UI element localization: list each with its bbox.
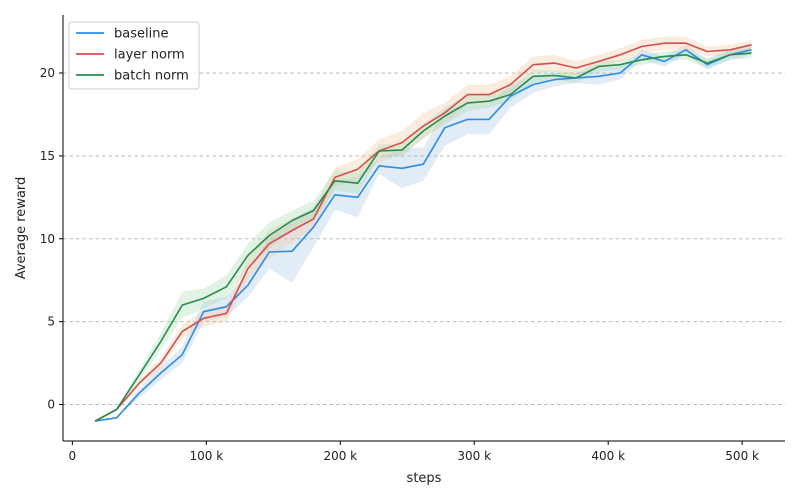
legend-label: baseline xyxy=(114,27,168,42)
x-tick-label: 500 k xyxy=(725,449,759,463)
confidence-band xyxy=(95,44,752,422)
y-axis-label: Average reward xyxy=(14,177,29,280)
x-tick-label: 100 k xyxy=(189,449,223,463)
y-tick-label: 5 xyxy=(47,315,55,329)
tick-labels: 0 5 10 15 20 0 100 k 200 k 300 k 400 k 500 k xyxy=(40,66,759,463)
x-tick-label: 200 k xyxy=(323,449,357,463)
series-lines xyxy=(94,42,752,422)
legend-label: layer norm xyxy=(114,48,185,63)
series-line xyxy=(94,42,752,422)
x-tick-label: 0 xyxy=(69,449,77,463)
series-line xyxy=(94,49,752,422)
legend-box xyxy=(68,21,200,90)
series-line xyxy=(94,52,752,422)
y-tick-label: 20 xyxy=(40,66,55,80)
y-tick-label: 0 xyxy=(47,398,55,412)
grid-lines xyxy=(63,72,785,405)
x-tick-label: 300 k xyxy=(457,449,491,463)
y-tick-label: 10 xyxy=(40,232,55,246)
y-tick-label: 15 xyxy=(40,149,55,163)
confidence-band xyxy=(95,48,752,422)
legend-label: batch norm xyxy=(114,69,189,84)
confidence-bands xyxy=(95,36,752,422)
x-axis-label: steps xyxy=(407,471,442,486)
confidence-band xyxy=(95,36,752,422)
x-tick-label: 400 k xyxy=(591,449,625,463)
axes xyxy=(62,15,785,442)
legend: baseline layer norm batch norm xyxy=(68,21,200,90)
